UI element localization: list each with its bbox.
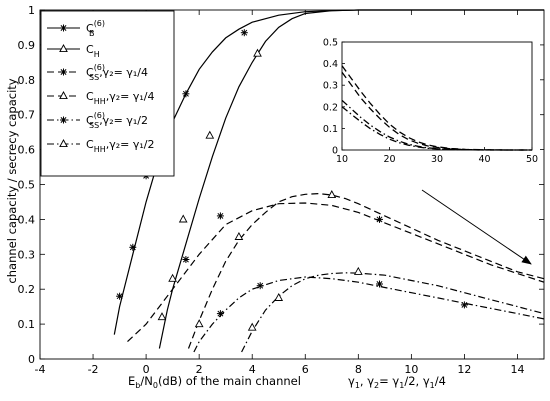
series-2-point [157,312,167,321]
inset-y-tick-label: 0.2 [323,102,338,113]
y-tick-label: 0.5 [18,179,36,192]
x-tick-label: 10 [404,363,418,376]
y-tick-label: 0.9 [18,39,36,52]
inset-x-tick-label: 20 [383,154,395,165]
x-tick-label: 0 [143,363,150,376]
series-5-point [216,309,225,318]
inset-background [314,30,540,172]
y-tick-label: 0.3 [18,248,36,261]
legend-marker-5 [59,116,68,124]
x-tick-label: -4 [35,363,46,376]
series-2-point [168,274,177,282]
y-tick-label: 1 [28,4,35,17]
series-2-point [205,131,214,139]
y-tick-label: 0.8 [18,74,36,87]
series-line-5 [193,276,545,353]
series-3-point [181,255,190,264]
inset-series-line-4 [341,106,532,151]
legend-label-2: CH [86,43,100,59]
y-tick-label: 0.6 [18,144,36,157]
inset-y-tick-label: 0.4 [323,59,338,70]
series-6-point [248,323,257,331]
x-tick-label: 6 [302,363,309,376]
inset-y-tick-label: 0.3 [323,81,338,92]
series-6-point [195,319,204,328]
series-2-point [179,214,188,223]
inset-series-line-3 [341,99,532,151]
x-tick-label: 2 [196,363,203,376]
x-tick-label: 12 [457,363,471,376]
inset-x-tick-label: 40 [478,154,490,165]
x-tick-label: 14 [510,363,524,376]
x-axis-label: Eb/N0(dB) of the main channel [128,374,301,390]
series-5-point [375,280,384,288]
main-plot-area: -4 -2 0 2 4 6 8 10 12 1400.10.20.30.40.50.60.70.8… [18,4,545,376]
series-5-point [460,300,469,309]
series-3-point [375,215,384,224]
series-4-point [234,232,243,240]
legend-label-3: C(6) SS,γ₂= γ₁/4 [86,63,148,82]
x-tick-label: 8 [355,363,362,376]
series-6-point [354,267,363,275]
inset-x-tick-label: 30 [431,154,443,165]
y-tick-label: 0.4 [18,213,36,226]
y-tick-label: 0.2 [18,283,36,296]
series-3-point [216,211,225,220]
series-5-point [256,281,265,290]
legend: C(6) B CH C(6) SS,γ₂= γ₁/4 CHH,γ₂= γ₁/4 C(6) SS… [40,10,175,177]
y-tick-label: 0.1 [18,318,36,331]
legend-label-1: C(6) B [86,19,105,38]
series-1-point [115,292,124,301]
inset-y-tick-label: 0.1 [323,124,338,135]
series-line-4 [187,192,545,349]
legend-label-6: CHH,γ₂= γ₁/2 [86,138,154,154]
series-1-point [240,28,249,37]
series-6-point [274,293,283,301]
y-tick-label: 0 [28,353,35,366]
inset-y-tick-label: 0.5 [323,38,338,49]
legend-marker-1 [59,24,68,32]
series-line-6 [241,272,545,353]
legend-marker-3 [59,68,68,76]
gamma-annotation: γ1, γ2= γ1/2, γ1/4 [348,374,446,390]
inset-x-tick-label: 10 [336,154,348,165]
inset-y-tick-label: 0 [332,146,338,157]
series-line-3 [127,202,545,343]
x-tick-label: -2 [88,363,99,376]
legend-label-5: C(6) SS,γ₂= γ₁/2 [86,111,148,130]
x-tick-label: 4 [249,363,256,376]
series-1-point [181,89,190,98]
inset-pointer-arrow [421,189,532,265]
legend-label-4: CHH,γ₂= γ₁/4 [86,90,154,106]
y-tick-label: 0.7 [18,109,36,122]
inset-x-tick-label: 50 [526,154,538,165]
series-1-point [128,243,137,252]
inset-series-line-2 [341,71,532,151]
inset-plot: 10 20 30 40 50 0 0.1 0.2 0.3 0.4 0.5 [314,30,540,172]
y-axis-label: channel capacity / secrecy capacity [5,78,19,283]
